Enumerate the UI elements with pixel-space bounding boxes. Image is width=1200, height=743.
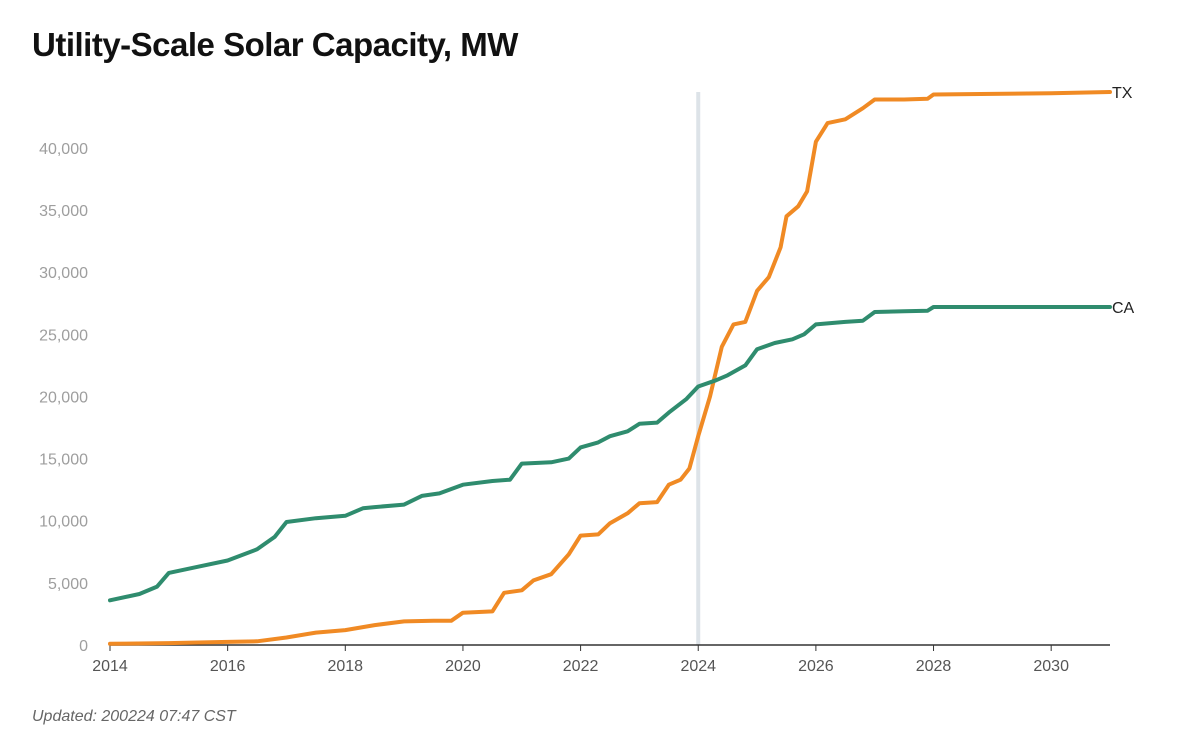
x-tick-label: 2016: [210, 658, 246, 675]
series-line-tx: [108, 90, 1112, 646]
series-label-tx: TX: [1112, 85, 1133, 102]
y-tick-label: 35,000: [39, 203, 88, 220]
chart-title: Utility-Scale Solar Capacity, MW: [32, 26, 518, 63]
series-line-ca: [108, 305, 1112, 603]
y-tick-label: 25,000: [39, 327, 88, 344]
series-label-ca: CA: [1112, 300, 1135, 317]
x-tick-label: 2020: [445, 658, 481, 675]
updated-timestamp: Updated: 200224 07:47 CST: [32, 708, 236, 725]
x-tick-label: 2030: [1033, 658, 1069, 675]
y-tick-label: 20,000: [39, 389, 88, 406]
x-tick-label: 2026: [798, 658, 834, 675]
y-tick-label: 15,000: [39, 452, 88, 469]
y-tick-label: 40,000: [39, 141, 88, 158]
x-tick-label: 2024: [680, 658, 716, 675]
y-tick-label: 5,000: [48, 576, 88, 593]
x-tick-label: 2022: [563, 658, 599, 675]
x-tick-label: 2028: [916, 658, 952, 675]
x-tick-label: 2018: [327, 658, 363, 675]
x-tick-label: 2014: [92, 658, 128, 675]
y-tick-label: 30,000: [39, 265, 88, 282]
y-tick-label: 10,000: [39, 514, 88, 531]
y-tick-label: 0: [79, 638, 88, 655]
